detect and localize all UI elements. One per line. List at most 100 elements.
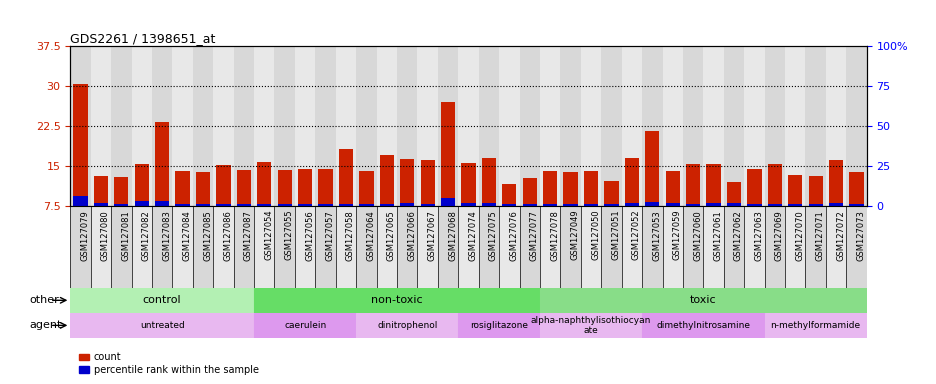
Bar bbox=[522, 204, 536, 206]
Text: GSM127073: GSM127073 bbox=[856, 210, 865, 261]
Bar bbox=[685, 164, 699, 206]
Bar bbox=[233, 206, 254, 288]
Text: GSM127059: GSM127059 bbox=[672, 210, 681, 260]
Bar bbox=[213, 206, 233, 288]
Bar bbox=[478, 206, 499, 288]
Bar bbox=[70, 206, 91, 288]
Bar bbox=[662, 46, 682, 206]
Bar bbox=[318, 204, 332, 206]
Text: GSM127062: GSM127062 bbox=[733, 210, 742, 260]
Bar bbox=[662, 206, 682, 288]
Bar bbox=[400, 159, 414, 206]
Bar bbox=[539, 206, 560, 288]
Bar bbox=[339, 149, 353, 206]
Bar bbox=[641, 46, 662, 206]
Bar bbox=[441, 198, 455, 206]
Bar bbox=[499, 206, 519, 288]
Text: dinitrophenol: dinitrophenol bbox=[376, 321, 437, 330]
Bar bbox=[522, 178, 536, 206]
Bar bbox=[196, 172, 210, 206]
Text: GSM127061: GSM127061 bbox=[713, 210, 722, 260]
Bar bbox=[356, 206, 376, 288]
Text: GSM127067: GSM127067 bbox=[427, 210, 436, 261]
Bar bbox=[726, 203, 740, 206]
Bar bbox=[417, 206, 437, 288]
Text: GSM127086: GSM127086 bbox=[223, 210, 232, 261]
Bar bbox=[767, 204, 782, 206]
Text: n-methylformamide: n-methylformamide bbox=[769, 321, 860, 330]
Text: GSM127074: GSM127074 bbox=[468, 210, 477, 260]
Bar bbox=[764, 46, 784, 206]
Bar bbox=[172, 206, 193, 288]
Bar bbox=[624, 203, 638, 206]
Text: GSM127068: GSM127068 bbox=[447, 210, 457, 261]
Bar bbox=[543, 204, 557, 206]
Bar bbox=[91, 206, 111, 288]
Bar bbox=[682, 46, 703, 206]
Text: GSM127054: GSM127054 bbox=[264, 210, 273, 260]
Bar bbox=[481, 158, 495, 206]
Bar bbox=[624, 158, 638, 206]
Text: GSM127069: GSM127069 bbox=[774, 210, 783, 260]
Text: GSM127055: GSM127055 bbox=[285, 210, 293, 260]
Bar bbox=[356, 313, 458, 338]
Bar bbox=[196, 204, 210, 206]
Bar bbox=[172, 46, 193, 206]
Bar bbox=[703, 46, 723, 206]
Bar bbox=[805, 206, 825, 288]
Bar bbox=[397, 206, 417, 288]
Bar bbox=[808, 176, 822, 206]
Bar bbox=[111, 46, 131, 206]
Text: other: other bbox=[29, 295, 59, 305]
Bar bbox=[256, 204, 271, 206]
Bar bbox=[358, 204, 373, 206]
Bar bbox=[845, 46, 866, 206]
Bar bbox=[135, 202, 149, 206]
Bar bbox=[601, 206, 621, 288]
Bar bbox=[254, 288, 539, 313]
Bar bbox=[645, 131, 659, 206]
Text: GSM127082: GSM127082 bbox=[141, 210, 151, 260]
Bar bbox=[315, 206, 335, 288]
Bar bbox=[461, 203, 475, 206]
Bar bbox=[560, 206, 580, 288]
Bar bbox=[254, 206, 274, 288]
Text: GSM127084: GSM127084 bbox=[183, 210, 191, 260]
Bar bbox=[746, 204, 761, 206]
Text: GSM127071: GSM127071 bbox=[815, 210, 824, 260]
Bar bbox=[277, 204, 291, 206]
Bar bbox=[563, 172, 578, 206]
Bar bbox=[437, 46, 458, 206]
Text: GSM127083: GSM127083 bbox=[162, 210, 171, 261]
Bar bbox=[379, 204, 393, 206]
Text: GSM127076: GSM127076 bbox=[509, 210, 518, 261]
Text: GSM127085: GSM127085 bbox=[203, 210, 212, 260]
Text: GSM127060: GSM127060 bbox=[693, 210, 701, 260]
Text: GSM127056: GSM127056 bbox=[305, 210, 314, 260]
Bar bbox=[131, 206, 152, 288]
Bar bbox=[335, 46, 356, 206]
Text: non-toxic: non-toxic bbox=[371, 295, 422, 305]
Bar bbox=[397, 46, 417, 206]
Bar bbox=[295, 206, 315, 288]
Bar bbox=[743, 206, 764, 288]
Bar bbox=[845, 206, 866, 288]
Bar bbox=[583, 170, 597, 206]
Bar bbox=[787, 175, 801, 206]
Bar bbox=[543, 170, 557, 206]
Bar bbox=[70, 313, 254, 338]
Text: rosiglitazone: rosiglitazone bbox=[470, 321, 528, 330]
Bar bbox=[379, 155, 393, 206]
Bar bbox=[295, 46, 315, 206]
Bar bbox=[237, 204, 251, 206]
Bar bbox=[706, 203, 720, 206]
Bar bbox=[746, 169, 761, 206]
Bar bbox=[256, 162, 271, 206]
Bar bbox=[682, 206, 703, 288]
Bar bbox=[400, 203, 414, 206]
Bar bbox=[154, 122, 169, 206]
Bar bbox=[441, 102, 455, 206]
Text: GSM127052: GSM127052 bbox=[631, 210, 640, 260]
Bar bbox=[111, 206, 131, 288]
Bar bbox=[193, 206, 213, 288]
